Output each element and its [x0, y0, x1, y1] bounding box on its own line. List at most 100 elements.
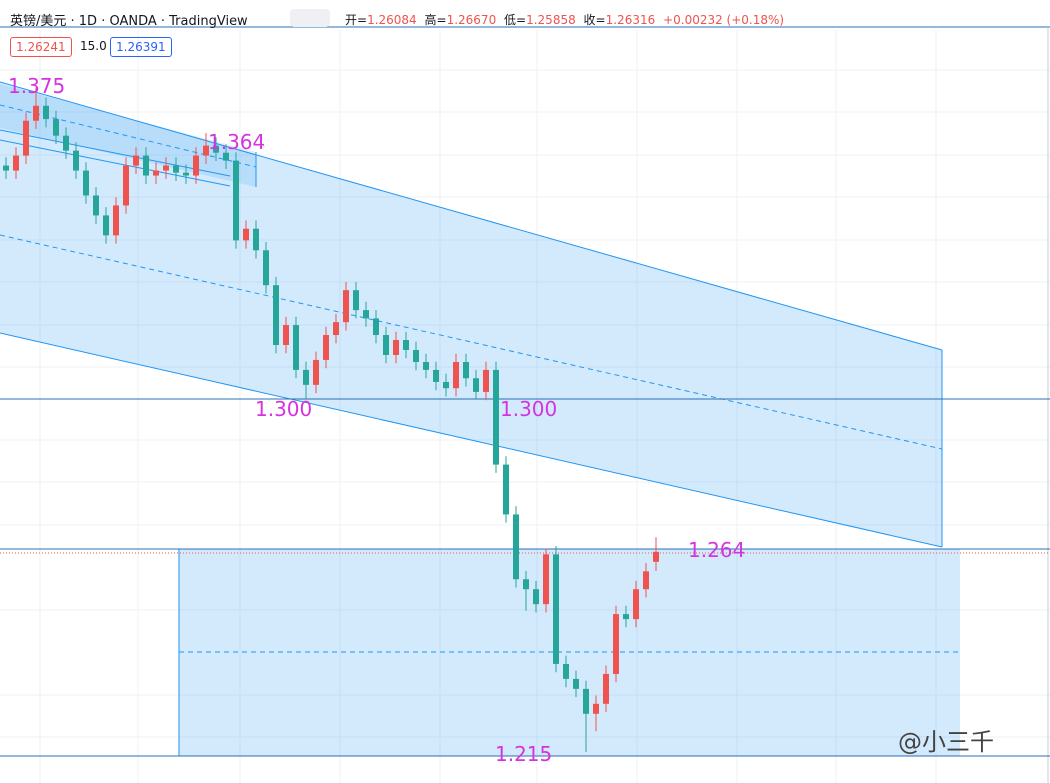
candle-body: [183, 172, 189, 176]
candle-body: [13, 155, 19, 171]
ohlc-value: 1.26316: [605, 13, 656, 27]
candle-body: [273, 285, 279, 345]
level-label: 1.215: [495, 742, 552, 766]
candle-body: [543, 554, 549, 605]
candle-body: [653, 551, 659, 562]
level-label: 1.375: [8, 74, 65, 98]
candle-body: [243, 228, 249, 241]
candle-body: [453, 362, 459, 389]
candle-body: [173, 165, 179, 173]
candle-body: [293, 325, 299, 370]
candle-body: [503, 464, 509, 515]
toggle[interactable]: [290, 9, 330, 27]
candle-body: [423, 362, 429, 370]
candle-body: [583, 688, 589, 714]
candle-body: [323, 335, 329, 360]
candle-body: [143, 155, 149, 176]
small-channel-mid: [0, 104, 257, 168]
candle-body: [403, 340, 409, 350]
candle-body: [3, 165, 9, 171]
candle-body: [493, 369, 499, 465]
level-label: 1.364: [208, 130, 265, 154]
candle-body: [233, 160, 239, 241]
candle-body: [623, 614, 629, 620]
candle-body: [223, 152, 229, 161]
candle-body: [123, 165, 129, 206]
candle-body: [383, 335, 389, 355]
candle-body: [263, 250, 269, 286]
candle-body: [133, 155, 139, 166]
level-label: 1.300: [255, 397, 312, 421]
candle-body: [63, 135, 69, 151]
candle-body: [633, 589, 639, 620]
level-label: 1.264: [688, 538, 745, 562]
candle-body: [613, 614, 619, 674]
candle-body: [303, 369, 309, 385]
candle-body: [253, 228, 259, 251]
candle-body: [533, 589, 539, 605]
level-label: 1.300: [500, 397, 557, 421]
candle-body: [283, 325, 289, 345]
candle-body: [483, 369, 489, 392]
candle-body: [363, 310, 369, 319]
candle-body: [643, 571, 649, 590]
candle-body: [313, 359, 319, 385]
ohlc-value: 1.25858: [526, 13, 576, 27]
small-channel-line: [0, 129, 231, 177]
candle-body: [23, 120, 29, 156]
candle-body: [333, 322, 339, 336]
candle-body: [593, 703, 599, 714]
candle-body: [563, 663, 569, 679]
candle-body: [463, 362, 469, 379]
ohlc-value: 1.26084: [367, 13, 417, 27]
ohlc-label: 高=: [424, 13, 447, 27]
candle-body: [73, 150, 79, 171]
candle-body: [53, 119, 59, 136]
candle-body: [83, 170, 89, 196]
candle-body: [343, 290, 349, 323]
ohlc-label: 低=: [504, 13, 527, 27]
ohlc-label: 收=: [583, 13, 606, 27]
ohlc-value: 1.26670: [446, 13, 497, 27]
candle-body: [513, 514, 519, 580]
candle-body: [413, 349, 419, 363]
ohlc: 开=1.26084 高=1.26670 低=1.25858 收=1.26316 …: [345, 11, 788, 28]
candles: [3, 87, 659, 752]
symbol: 英镑/美元 · 1D · OANDA · TradingView: [10, 14, 248, 29]
bid-badge: 1.26241: [10, 37, 72, 57]
candle-body: [93, 195, 99, 216]
candle-body: [523, 579, 529, 590]
candle-body: [193, 155, 199, 176]
candle-body: [393, 340, 399, 355]
candle-body: [163, 165, 169, 171]
ask-badge: 1.26391: [110, 37, 172, 57]
ohlc-label: 开=: [345, 13, 368, 27]
small-channel-line: [0, 139, 231, 187]
candle-body: [213, 145, 219, 153]
channel-top: [0, 81, 943, 351]
spread-badge: 15.0: [80, 39, 107, 53]
candle-body: [33, 105, 39, 121]
candle-body: [373, 318, 379, 336]
candle-body: [433, 369, 439, 382]
candle-body: [473, 378, 479, 392]
candle-body: [353, 290, 359, 311]
channel-bottom: [0, 332, 943, 548]
candle-body: [203, 145, 209, 156]
annotations: 1.375 1.364 1.300 1.300 1.264 1.215: [8, 74, 745, 766]
change: +0.00232 (+0.18%): [663, 13, 785, 27]
candle-body: [103, 215, 109, 236]
candle-body: [553, 554, 559, 664]
candle-body: [603, 673, 609, 704]
candle-body: [153, 170, 159, 176]
candle-body: [443, 381, 449, 389]
grid: [0, 30, 1050, 783]
channel-mid: [0, 234, 943, 450]
small-channel-fill: [0, 84, 256, 187]
watermark: @小三千: [898, 728, 994, 756]
candle-body: [573, 678, 579, 689]
candle-body: [43, 105, 49, 120]
candle-body: [113, 205, 119, 236]
